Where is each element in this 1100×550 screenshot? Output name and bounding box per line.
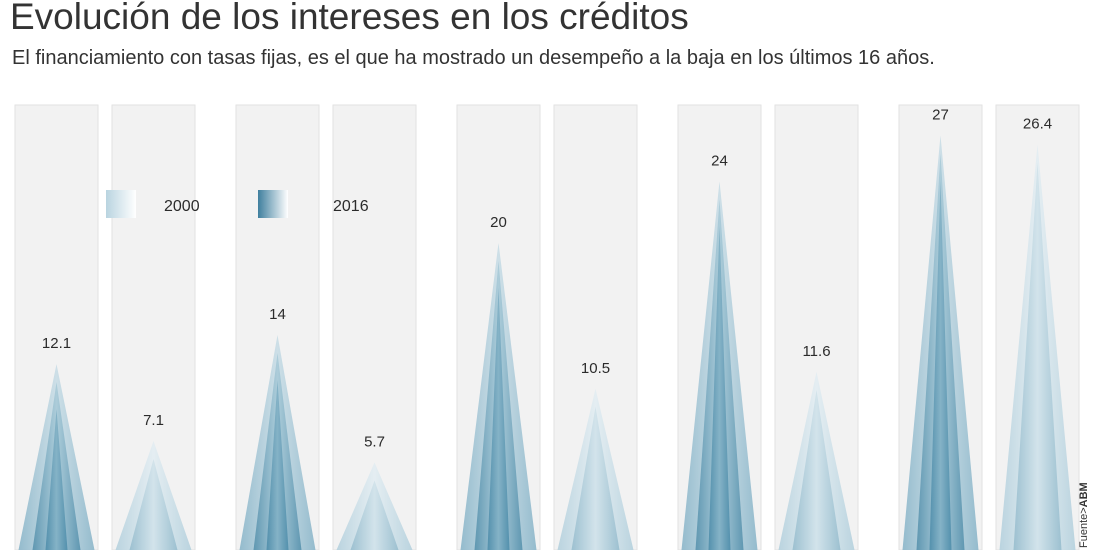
bar-2016-3-mid bbox=[571, 406, 620, 550]
source-note: Fuente>ABM bbox=[1078, 482, 1090, 548]
source-label: Fuente> bbox=[1078, 507, 1090, 548]
bar-2016-4-mid bbox=[792, 389, 841, 550]
legend-label-2016: 2016 bbox=[333, 198, 369, 215]
bar-0-1-core bbox=[45, 409, 68, 550]
bar-0-4-core bbox=[708, 226, 731, 550]
legend-swatch-2016 bbox=[258, 190, 288, 218]
legend-label-2000: 2000 bbox=[164, 198, 200, 215]
source-name: ABM bbox=[1078, 482, 1090, 508]
chart-subtitle: El financiamiento con tasas fijas, es el… bbox=[12, 47, 935, 69]
value-label-1-2016: 7.1 bbox=[143, 412, 164, 429]
chart-marks bbox=[18, 135, 1076, 550]
value-label-1-2000: 12.1 bbox=[42, 335, 71, 352]
value-label-2-2000: 14 bbox=[269, 306, 286, 323]
value-label-4-2000: 24 bbox=[711, 152, 728, 169]
value-label-5-2000: 27 bbox=[932, 106, 949, 123]
value-label-3-2000: 20 bbox=[490, 214, 507, 231]
bar-2016-2-mid bbox=[350, 480, 399, 550]
value-label-2-2016: 5.7 bbox=[364, 433, 385, 450]
chart-title: Evolución de los intereses en los crédit… bbox=[10, 0, 689, 37]
value-label-3-2016: 10.5 bbox=[581, 360, 610, 377]
value-label-4-2016: 11.6 bbox=[802, 343, 830, 360]
bar-2016-1-mid bbox=[129, 458, 178, 550]
bar-0-3-core bbox=[487, 287, 510, 550]
value-label-5-2016: 26.4 bbox=[1023, 116, 1052, 133]
panel-1-2016 bbox=[111, 104, 196, 550]
legend-swatch-2000 bbox=[106, 190, 136, 218]
bar-2016-5-mid bbox=[1013, 162, 1062, 550]
bar-0-5-core bbox=[929, 180, 952, 550]
value-labels: 12.1 7.1 14 5.7 20 10.5 24 11.6 27 26.4 bbox=[42, 106, 1052, 450]
legend: 2000 2016 bbox=[106, 190, 369, 218]
bar-0-2-core bbox=[266, 380, 289, 550]
